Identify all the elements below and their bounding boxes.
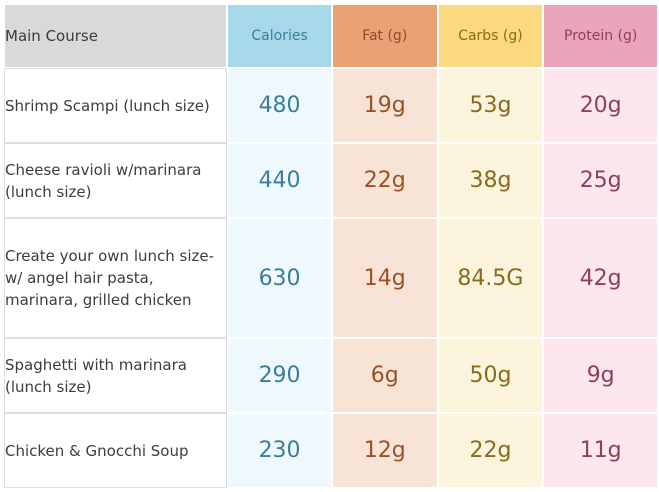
course-name: Spaghetti with marinara (lunch size): [3, 338, 228, 413]
calories-value: 480: [228, 69, 331, 142]
protein-value: 11g: [544, 414, 657, 487]
table-row: Spaghetti with marinara (lunch size) 290…: [3, 338, 657, 413]
header-calories: Calories: [228, 5, 331, 67]
fat-value: 19g: [332, 69, 437, 142]
course-name: Create your own lunch size- w/ angel hai…: [3, 218, 228, 338]
carbs-value: 22g: [438, 414, 543, 487]
protein-value: 9g: [544, 339, 657, 412]
calories-value: 630: [228, 219, 331, 337]
header-row: Main Course Calories Fat (g) Carbs (g) P…: [5, 5, 657, 67]
header-protein: Protein (g): [544, 5, 657, 67]
fat-value: 12g: [332, 414, 437, 487]
table-row: Chicken & Gnocchi Soup 230 12g 22g 11g: [3, 413, 657, 488]
carbs-value: 53g: [438, 69, 543, 142]
table-row: Cheese ravioli w/marinara (lunch size) 4…: [3, 143, 657, 218]
table-body: Shrimp Scampi (lunch size) 480 19g 53g 2…: [3, 68, 657, 488]
header-fat: Fat (g): [332, 5, 437, 67]
fat-value: 6g: [332, 339, 437, 412]
carbs-value: 50g: [438, 339, 543, 412]
header-main-course: Main Course: [5, 5, 227, 67]
calories-value: 440: [228, 144, 331, 217]
protein-value: 25g: [544, 144, 657, 217]
protein-value: 20g: [544, 69, 657, 142]
table-row: Shrimp Scampi (lunch size) 480 19g 53g 2…: [3, 68, 657, 143]
nutrition-table: Main Course Calories Fat (g) Carbs (g) P…: [3, 3, 659, 489]
table-row: Create your own lunch size- w/ angel hai…: [3, 218, 657, 338]
fat-value: 22g: [332, 144, 437, 217]
table-header: Main Course Calories Fat (g) Carbs (g) P…: [5, 5, 657, 67]
header-carbs: Carbs (g): [438, 5, 543, 67]
course-name: Chicken & Gnocchi Soup: [3, 413, 228, 488]
protein-value: 42g: [544, 219, 657, 337]
fat-value: 14g: [332, 219, 437, 337]
course-name: Cheese ravioli w/marinara (lunch size): [3, 143, 228, 218]
calories-value: 230: [228, 414, 331, 487]
carbs-value: 84.5G: [438, 219, 543, 337]
carbs-value: 38g: [438, 144, 543, 217]
calories-value: 290: [228, 339, 331, 412]
course-name: Shrimp Scampi (lunch size): [3, 68, 228, 143]
